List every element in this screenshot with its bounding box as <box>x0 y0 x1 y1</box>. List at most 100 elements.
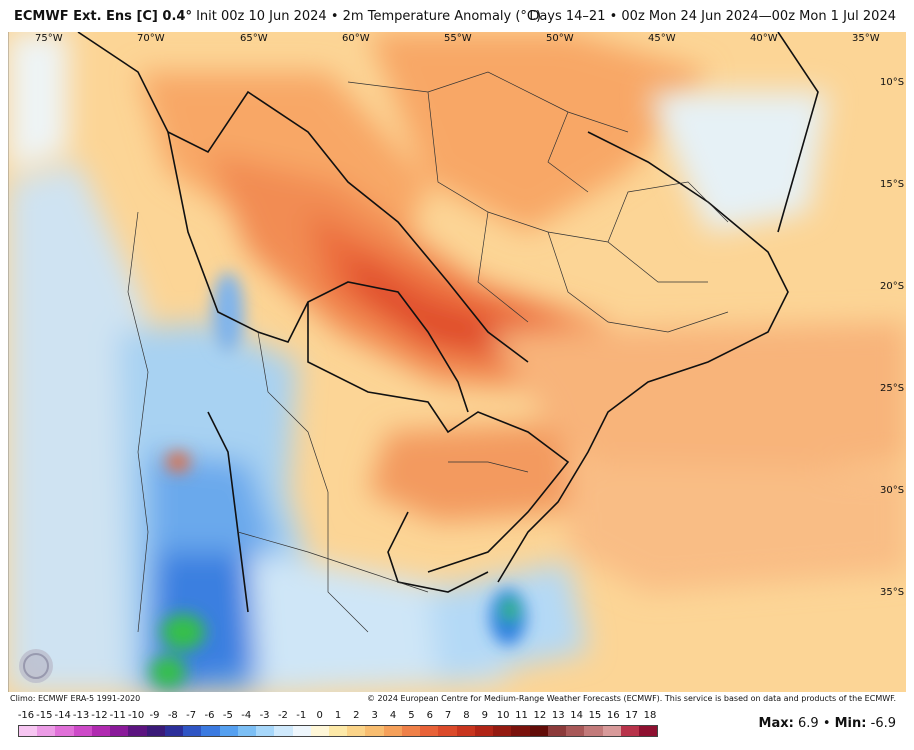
model-degree: ° <box>185 9 192 24</box>
legend-swatch <box>201 726 220 736</box>
map-title: ECMWF Ext. Ens [C] 0.4° Init 00z 10 Jun … <box>14 9 541 24</box>
lon-label-45w: 45°W <box>648 33 676 44</box>
legend-tick-label: 17 <box>625 710 638 721</box>
credits: Climo: ECMWF ERA-5 1991-2020 © 2024 Euro… <box>0 692 914 706</box>
legend-swatch <box>511 726 530 736</box>
legend-swatch <box>146 726 165 736</box>
legend-swatch <box>529 726 548 736</box>
model-name: ECMWF Ext. Ens [C] 0.4 <box>14 9 186 24</box>
legend-swatch <box>620 726 639 736</box>
lat-label-15s: 15°S <box>880 179 905 190</box>
legend-tick-label: 4 <box>389 710 397 721</box>
lon-label-60w: 60°W <box>342 33 370 44</box>
lon-label-40w: 40°W <box>750 33 778 44</box>
legend-tick-label: -5 <box>222 710 233 721</box>
legend-tick-label: 5 <box>408 710 415 721</box>
country-borders <box>77 32 819 613</box>
lon-label-50w: 50°W <box>546 33 574 44</box>
legend-swatch <box>438 726 457 736</box>
legend-tick-label: -8 <box>167 710 178 721</box>
legend-tick-label: 18 <box>643 710 657 721</box>
max-value: 6.9 <box>797 716 819 731</box>
legend-tick-label: 10 <box>496 710 510 721</box>
color-legend: -16 -15 -14 -13 -12 -11 -10 -9 -8 -7 -6 -5 -4 -3 -2 -1 0… <box>18 710 658 750</box>
legend-swatch <box>292 726 311 736</box>
lon-label-70w: 70°W <box>137 33 165 44</box>
legend-swatch <box>256 726 275 736</box>
legend-swatch <box>55 726 74 736</box>
legend-tick-label: -9 <box>149 710 160 721</box>
legend-tick-label: 1 <box>334 710 342 721</box>
legend-swatch <box>547 726 567 736</box>
legend-tick-label: -16 <box>17 710 35 721</box>
legend-swatch <box>164 726 184 736</box>
legend-swatch <box>638 726 658 736</box>
legend-swatch <box>91 726 111 736</box>
legend-tick-label: 14 <box>570 710 583 721</box>
valid-period: Days 14–21 • 00z Mon 24 Jun 2024—00z Mon… <box>529 9 896 24</box>
lon-label-35w: 35°W <box>852 33 880 44</box>
legend-tick-label: 11 <box>515 710 528 721</box>
legend-swatch <box>493 726 512 736</box>
legend-tick-label: -12 <box>91 710 108 721</box>
weatherbell-logo <box>16 646 88 686</box>
legend-tick-label: 13 <box>551 710 565 721</box>
legend-tick-label: -14 <box>54 710 71 721</box>
lon-label-65w: 65°W <box>240 33 268 44</box>
legend-tick-label: 8 <box>463 710 470 721</box>
legend-swatch <box>456 726 475 736</box>
legend-swatch <box>73 726 92 736</box>
variable-name: 2m Temperature Anomaly (°C) <box>342 9 542 24</box>
max-min-readout: Max: 6.9 • Min: -6.9 <box>759 716 896 731</box>
legend-swatch <box>584 726 603 736</box>
legend-tick-label: 2 <box>353 710 360 721</box>
map-header: ECMWF Ext. Ens [C] 0.4° Init 00z 10 Jun … <box>0 0 914 32</box>
legend-tick-label: 16 <box>606 710 620 721</box>
legend-swatch <box>401 726 421 736</box>
copyright-credit: © 2024 European Centre for Medium-Range … <box>367 694 896 703</box>
legend-swatch <box>237 726 257 736</box>
legend-tick-label: 7 <box>444 710 452 721</box>
legend-swatch <box>274 726 293 736</box>
legend-tick-label: -1 <box>296 710 307 721</box>
maxmin-separator: • <box>822 716 831 731</box>
init-time: Init 00z 10 Jun 2024 <box>196 9 327 24</box>
legend-tick-label: 0 <box>316 710 323 721</box>
legend-tick-label: -7 <box>186 710 197 721</box>
legend-swatch <box>383 726 402 736</box>
legend-swatch <box>566 726 585 736</box>
legend-swatch <box>474 726 494 736</box>
lat-label-35s: 35°S <box>880 587 905 598</box>
legend-ticks: -16 -15 -14 -13 -12 -11 -10 -9 -8 -7 -6 -5 -4 -3 -2 -1 0… <box>18 710 658 724</box>
legend-swatch <box>347 726 366 736</box>
climo-credit: Climo: ECMWF ERA-5 1991-2020 <box>10 694 141 703</box>
legend-swatch <box>420 726 439 736</box>
legend-tick-label: -6 <box>204 710 215 721</box>
anomaly-field-extremes <box>150 272 526 688</box>
lon-label-55w: 55°W <box>444 33 472 44</box>
lat-label-20s: 20°S <box>880 281 905 292</box>
legend-swatch <box>310 726 329 736</box>
min-value: -6.9 <box>870 716 896 731</box>
anomaly-map: 75°W 70°W 65°W 60°W 55°W 50°W 45°W 40°W … <box>8 32 906 692</box>
max-label: Max: <box>758 716 794 731</box>
legend-swatch <box>328 726 348 736</box>
legend-tick-label: 9 <box>481 710 488 721</box>
legend-swatch <box>19 726 38 736</box>
legend-swatch <box>128 726 147 736</box>
legend-tick-label: -4 <box>241 710 252 721</box>
legend-tick-label: 12 <box>533 710 547 721</box>
legend-tick-label: -3 <box>259 710 270 721</box>
state-borders <box>127 71 729 633</box>
legend-swatch <box>183 726 202 736</box>
legend-colorbar <box>18 725 658 737</box>
lat-label-30s: 30°S <box>880 485 905 496</box>
legend-tick-label: 6 <box>426 710 433 721</box>
legend-tick-label: -10 <box>127 710 145 721</box>
lon-label-75w: 75°W <box>35 33 63 44</box>
legend-tick-label: 3 <box>371 710 378 721</box>
legend-swatch <box>110 726 129 736</box>
anomaly-map-svg <box>8 32 906 692</box>
lat-label-10s: 10°S <box>880 77 905 88</box>
legend-tick-label: -15 <box>36 710 53 721</box>
